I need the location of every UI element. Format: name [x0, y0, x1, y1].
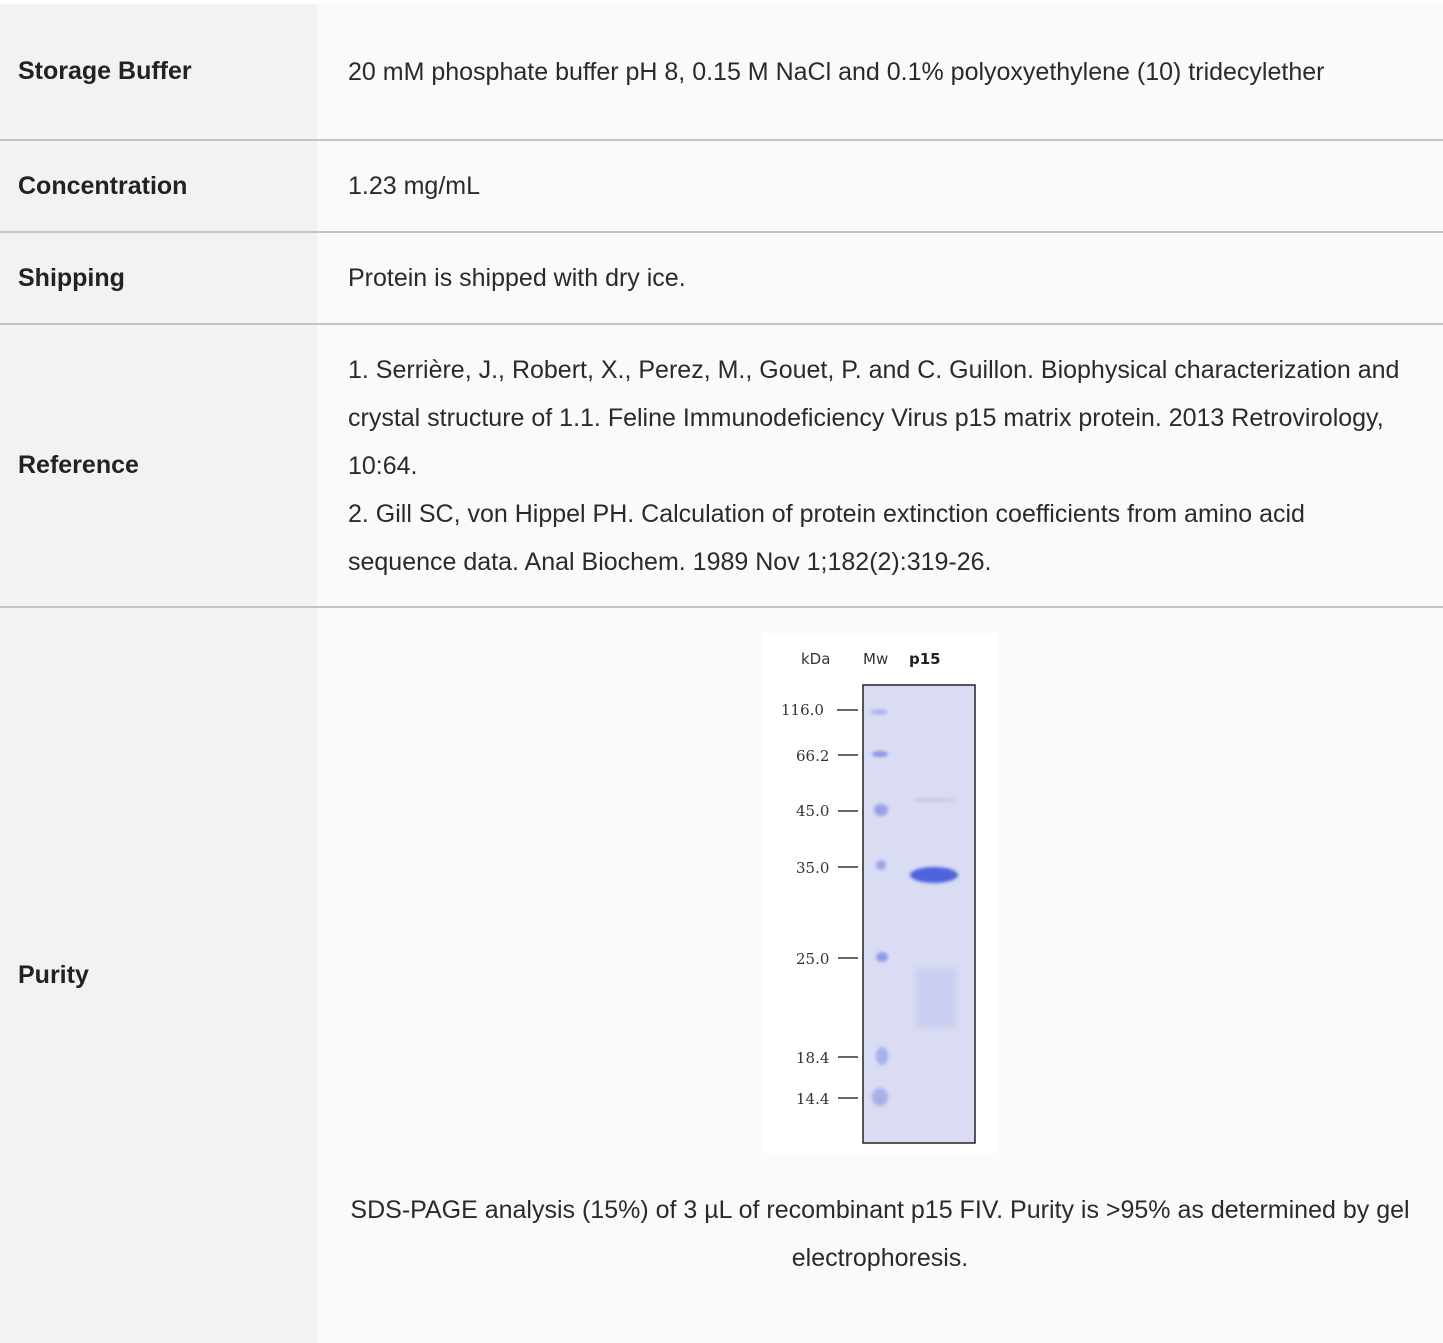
gel-svg: kDa Mw p15 116.0 66.2 45.0 35.0 25.0 18.… [781, 650, 976, 1144]
purity-value: kDa Mw p15 116.0 66.2 45.0 35.0 25.0 18.… [317, 608, 1443, 1343]
mw-band [876, 1047, 888, 1065]
reference-item-2: 2. Gill SC, von Hippel PH. Calculation o… [348, 499, 1305, 576]
marker-label-116: 116.0 [781, 701, 824, 719]
p15-main-band [910, 867, 958, 883]
row-storage-buffer: Storage Buffer 20 mM phosphate buffer pH… [0, 4, 1443, 141]
reference-label: Reference [0, 325, 317, 606]
gel-lane-label-p15: p15 [909, 650, 941, 668]
reference-value: 1. Serrière, J., Robert, X., Perez, M., … [317, 325, 1443, 606]
row-shipping: Shipping Protein is shipped with dry ice… [0, 233, 1443, 325]
row-concentration: Concentration 1.23 mg/mL [0, 141, 1443, 233]
marker-label-18: 18.4 [796, 1049, 829, 1067]
marker-label-35: 35.0 [796, 859, 829, 877]
mw-band [872, 1088, 888, 1106]
shipping-text: Protein is shipped with dry ice. [348, 264, 686, 292]
p15-smear [916, 968, 956, 1028]
shipping-value: Protein is shipped with dry ice. [317, 233, 1443, 323]
shipping-label: Shipping [0, 233, 317, 323]
reference-item-1: 1. Serrière, J., Robert, X., Perez, M., … [348, 355, 1400, 480]
marker-label-45: 45.0 [796, 802, 829, 820]
p15-lane [910, 798, 958, 1028]
specification-table: Storage Buffer 20 mM phosphate buffer pH… [0, 4, 1443, 1343]
row-reference: Reference 1. Serrière, J., Robert, X., P… [0, 325, 1443, 608]
concentration-label: Concentration [0, 141, 317, 231]
mw-lane-bands [870, 710, 888, 1106]
storage-buffer-label: Storage Buffer [0, 4, 317, 139]
row-purity: Purity kDa Mw p15 [0, 608, 1443, 1343]
mw-band [874, 804, 888, 816]
mw-band [876, 860, 886, 870]
gel-body [862, 684, 976, 1144]
storage-buffer-text: 20 mM phosphate buffer pH 8, 0.15 M NaCl… [348, 57, 1325, 86]
marker-label-14: 14.4 [796, 1090, 829, 1108]
mw-band [872, 751, 888, 757]
gel-lane-label-mw: Mw [863, 650, 888, 668]
storage-buffer-value: 20 mM phosphate buffer pH 8, 0.15 M NaCl… [317, 4, 1443, 139]
marker-label-66: 66.2 [796, 747, 829, 765]
mw-band [870, 710, 888, 714]
sds-page-gel-image: kDa Mw p15 116.0 66.2 45.0 35.0 25.0 18.… [762, 633, 998, 1153]
mw-band [876, 952, 888, 962]
marker-label-25: 25.0 [796, 950, 829, 968]
purity-label: Purity [0, 608, 317, 1343]
purity-caption: SDS-PAGE analysis (15%) of 3 µL of recom… [350, 1196, 1410, 1272]
marker-ticks [837, 709, 858, 1099]
p15-faint-band [912, 798, 956, 802]
gel-unit-label: kDa [801, 650, 830, 668]
concentration-text: 1.23 mg/mL [348, 172, 481, 200]
concentration-value: 1.23 mg/mL [317, 141, 1443, 231]
marker-labels: 116.0 66.2 45.0 35.0 25.0 18.4 14.4 [781, 701, 829, 1108]
